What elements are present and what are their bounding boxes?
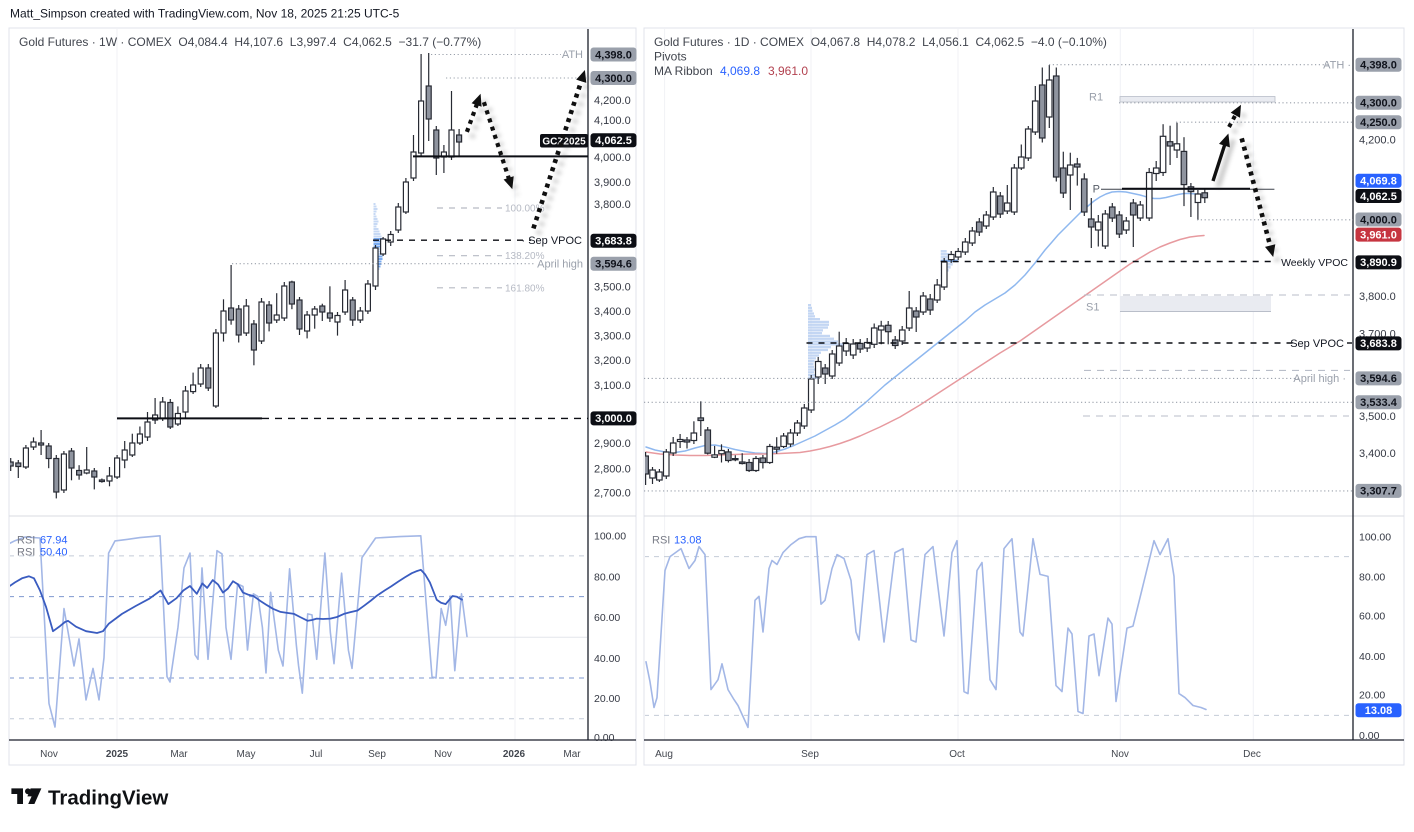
svg-text:161.80%: 161.80%: [505, 283, 545, 294]
svg-text:3,500.0: 3,500.0: [594, 281, 631, 293]
svg-text:Jul: Jul: [310, 749, 323, 760]
svg-text:Nov: Nov: [1111, 749, 1129, 760]
svg-text:GCZ2025: GCZ2025: [542, 137, 586, 148]
svg-text:Aug: Aug: [655, 749, 673, 760]
svg-text:4,398.0: 4,398.0: [1360, 60, 1397, 72]
svg-text:138.20%: 138.20%: [505, 251, 545, 262]
svg-text:RSI: RSI: [17, 535, 35, 547]
svg-text:50.40: 50.40: [40, 547, 68, 559]
svg-text:40.00: 40.00: [1359, 651, 1385, 663]
svg-text:3,800.0: 3,800.0: [594, 199, 631, 211]
svg-text:13.08: 13.08: [674, 535, 702, 547]
svg-text:Mar: Mar: [170, 749, 188, 760]
svg-text:2026: 2026: [503, 749, 526, 760]
svg-text:Nov: Nov: [40, 749, 58, 760]
svg-text:R1: R1: [1089, 92, 1103, 104]
svg-text:· Sep VPOC: · Sep VPOC: [521, 235, 582, 247]
svg-text:4,062.5: 4,062.5: [595, 135, 632, 147]
svg-text:Nov: Nov: [434, 749, 452, 760]
svg-text:13.08: 13.08: [1365, 705, 1393, 717]
svg-text:67.94: 67.94: [40, 535, 68, 547]
svg-text:4,100.0: 4,100.0: [594, 115, 631, 127]
svg-text:Oct: Oct: [949, 749, 965, 760]
svg-text:20.00: 20.00: [1359, 690, 1385, 702]
svg-text:3,100.0: 3,100.0: [594, 380, 631, 392]
svg-text:3,800.0: 3,800.0: [1359, 291, 1396, 303]
svg-text:0.00: 0.00: [1359, 730, 1380, 742]
svg-text:80.00: 80.00: [594, 572, 620, 584]
svg-text:S1: S1: [1086, 302, 1099, 314]
svg-text:2,800.0: 2,800.0: [594, 463, 631, 475]
svg-text:RSI: RSI: [17, 547, 35, 559]
svg-text:100.00: 100.00: [594, 530, 626, 542]
svg-text:3,594.6: 3,594.6: [595, 259, 632, 271]
svg-text:Sep: Sep: [368, 749, 386, 760]
svg-text:3,300.0: 3,300.0: [594, 330, 631, 342]
svg-text:4,000.0: 4,000.0: [1360, 214, 1397, 226]
svg-text:100.00: 100.00: [1359, 532, 1391, 544]
svg-text:ATH ·: ATH ·: [1323, 59, 1351, 71]
svg-text:MA Ribbon: MA Ribbon: [654, 64, 713, 78]
svg-text:Dec: Dec: [1243, 749, 1261, 760]
svg-text:Sep: Sep: [801, 749, 819, 760]
svg-text:3,890.9: 3,890.9: [1360, 257, 1397, 269]
svg-text:P: P: [1093, 184, 1100, 196]
svg-text:Sep VPOC: Sep VPOC: [1290, 338, 1344, 350]
svg-text:4,000.0: 4,000.0: [594, 152, 631, 164]
svg-text:Gold Futures · 1D · COMEX O4,: Gold Futures · 1D · COMEX O4,067.8 H4,07…: [654, 35, 1107, 49]
svg-text:Gold Futures · 1W · COMEX O4,: Gold Futures · 1W · COMEX O4,084.4 H4,10…: [19, 35, 481, 49]
svg-text:4,069.8: 4,069.8: [720, 64, 760, 78]
svg-text:3,683.8: 3,683.8: [595, 236, 632, 248]
svg-text:Mar: Mar: [563, 749, 581, 760]
svg-text:40.00: 40.00: [594, 653, 620, 665]
svg-text:4,200.0: 4,200.0: [1359, 135, 1396, 147]
svg-text:2,700.0: 2,700.0: [594, 488, 631, 500]
svg-text:3,000.0: 3,000.0: [595, 413, 632, 425]
svg-text:RSI: RSI: [652, 535, 670, 547]
svg-text:3,900.0: 3,900.0: [594, 177, 631, 189]
svg-text:4,250.0: 4,250.0: [1360, 117, 1397, 129]
svg-text:60.00: 60.00: [1359, 610, 1385, 622]
svg-text:100.00%: 100.00%: [505, 204, 545, 215]
svg-text:4,398.0: 4,398.0: [595, 49, 632, 61]
svg-text:2,900.0: 2,900.0: [594, 438, 631, 450]
svg-text:0.00: 0.00: [594, 732, 615, 744]
svg-text:4,300.0: 4,300.0: [595, 73, 632, 85]
svg-text:80.00: 80.00: [1359, 571, 1385, 583]
svg-text:4,200.0: 4,200.0: [594, 95, 631, 107]
svg-text:4,062.5: 4,062.5: [1360, 191, 1397, 203]
svg-text:April high: April high: [537, 259, 583, 271]
svg-text:3,400.0: 3,400.0: [1359, 448, 1396, 460]
svg-text:3,307.7: 3,307.7: [1360, 486, 1397, 498]
svg-text:April high ·: April high ·: [1293, 373, 1346, 385]
svg-text:4,069.8: 4,069.8: [1360, 176, 1397, 188]
svg-text:3,200.0: 3,200.0: [594, 355, 631, 367]
svg-text:May: May: [237, 749, 256, 760]
svg-text:3,400.0: 3,400.0: [594, 306, 631, 318]
svg-text:3,500.0: 3,500.0: [1359, 411, 1396, 423]
svg-text:4,300.0: 4,300.0: [1360, 98, 1397, 110]
svg-text:ATH: ATH: [562, 49, 583, 61]
svg-text:3,594.6: 3,594.6: [1360, 373, 1397, 385]
svg-text:3,961.0: 3,961.0: [768, 64, 808, 78]
svg-text:20.00: 20.00: [594, 693, 620, 705]
svg-text:Pivots: Pivots: [654, 50, 687, 64]
svg-text:60.00: 60.00: [594, 612, 620, 624]
svg-text:2025: 2025: [106, 749, 129, 760]
svg-text:3,961.0: 3,961.0: [1360, 229, 1397, 241]
svg-text:3,533.4: 3,533.4: [1360, 397, 1398, 409]
svg-text:Matt_Simpson created with Trad: Matt_Simpson created with TradingView.co…: [10, 7, 400, 21]
svg-text:3,683.8: 3,683.8: [1360, 338, 1397, 350]
svg-text:Weekly VPOC: Weekly VPOC: [1281, 257, 1348, 269]
svg-text:TradingView: TradingView: [48, 787, 168, 810]
